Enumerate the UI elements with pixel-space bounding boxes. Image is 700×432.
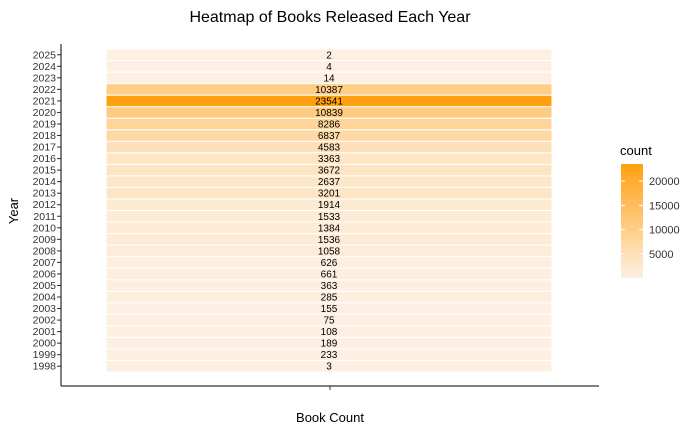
cell-value-label-2018: 6837 xyxy=(318,131,341,142)
cell-value-label-2001: 108 xyxy=(321,327,338,338)
y-tick-label-2014: 2014 xyxy=(33,176,57,188)
cell-value-label-2017: 4583 xyxy=(318,143,341,154)
cell-value-label-2005: 363 xyxy=(321,281,338,292)
cell-value-label-1999: 233 xyxy=(321,350,338,361)
y-tick-label-2021: 2021 xyxy=(33,95,57,107)
cell-value-label-2014: 2637 xyxy=(318,177,341,188)
heatmap-cell-2025 xyxy=(105,48,553,62)
x-axis-title: Book Count xyxy=(296,410,364,425)
cell-value-label-2025: 2 xyxy=(326,50,332,61)
cell-value-label-2006: 661 xyxy=(321,269,338,280)
cell-value-label-2002: 75 xyxy=(323,316,335,327)
y-tick-label-2012: 2012 xyxy=(33,199,57,211)
cell-value-label-2012: 1914 xyxy=(318,200,341,211)
y-tick-label-2002: 2002 xyxy=(33,315,57,327)
legend-color-bar xyxy=(621,164,643,278)
cell-value-label-2020: 10839 xyxy=(315,108,343,119)
cell-value-label-2008: 1058 xyxy=(318,246,341,257)
y-tick-label-2008: 2008 xyxy=(33,245,57,257)
legend-tick-label-10000: 10000 xyxy=(649,225,680,237)
y-tick-label-2020: 2020 xyxy=(33,107,57,119)
cell-value-label-2007: 626 xyxy=(321,258,338,269)
cell-value-label-2013: 3201 xyxy=(318,189,341,200)
chart-title: Heatmap of Books Released Each Year xyxy=(189,9,471,26)
y-tick-label-2019: 2019 xyxy=(33,118,57,130)
legend-tick-label-15000: 15000 xyxy=(649,200,680,212)
y-tick-label-2007: 2007 xyxy=(33,257,57,269)
y-tick-label-2004: 2004 xyxy=(33,292,57,304)
y-tick-label-2010: 2010 xyxy=(33,222,57,234)
y-tick-label-2000: 2000 xyxy=(33,338,57,350)
y-tick-label-2011: 2011 xyxy=(33,211,56,223)
legend: count 5000 10000 15000 20000 xyxy=(620,143,680,278)
y-tick-label-2013: 2013 xyxy=(33,188,57,200)
legend-title: count xyxy=(620,143,652,158)
cell-value-label-2024: 4 xyxy=(326,62,332,73)
cell-value-label-2022: 10387 xyxy=(315,85,343,96)
legend-tick-label-5000: 5000 xyxy=(649,249,673,261)
cell-value-label-2021: 23541 xyxy=(315,96,343,107)
cell-value-label-2003: 155 xyxy=(321,304,338,315)
y-tick-label-2018: 2018 xyxy=(33,130,57,142)
legend-tick-label-20000: 20000 xyxy=(649,176,680,188)
cell-value-label-2004: 285 xyxy=(321,293,338,304)
y-tick-label-2023: 2023 xyxy=(33,72,57,84)
y-tick-label-2003: 2003 xyxy=(33,303,57,315)
y-axis-ticks: 1998199920002001200220032004200520062007… xyxy=(33,49,61,373)
cell-value-label-2023: 14 xyxy=(323,73,335,84)
y-tick-label-2016: 2016 xyxy=(33,153,57,165)
cell-value-label-2016: 3363 xyxy=(318,154,341,165)
y-tick-label-2024: 2024 xyxy=(33,61,57,73)
cell-value-label-2009: 1536 xyxy=(318,235,341,246)
cell-value-label-2000: 189 xyxy=(321,339,338,350)
y-axis-title: Year xyxy=(6,197,21,224)
y-tick-label-2022: 2022 xyxy=(33,84,57,96)
y-tick-label-2001: 2001 xyxy=(33,326,57,338)
y-tick-label-1998: 1998 xyxy=(33,361,57,373)
y-tick-label-2005: 2005 xyxy=(33,280,57,292)
legend-ticks: 5000 10000 15000 20000 xyxy=(621,176,680,261)
y-tick-label-2015: 2015 xyxy=(33,165,57,177)
heatmap-cell-labels: 3233189108751552853636616261058153613841… xyxy=(315,50,343,372)
heatmap-cells xyxy=(105,48,553,373)
y-tick-label-2025: 2025 xyxy=(33,49,57,61)
y-tick-label-2017: 2017 xyxy=(33,142,57,154)
cell-value-label-2010: 1384 xyxy=(318,223,341,234)
y-tick-label-2009: 2009 xyxy=(33,234,57,246)
cell-value-label-2015: 3672 xyxy=(318,166,341,177)
cell-value-label-1998: 3 xyxy=(326,362,332,373)
y-tick-label-2006: 2006 xyxy=(33,268,57,280)
cell-value-label-2019: 8286 xyxy=(318,119,341,130)
cell-value-label-2011: 1533 xyxy=(318,212,341,223)
y-tick-label-1999: 1999 xyxy=(33,349,57,361)
